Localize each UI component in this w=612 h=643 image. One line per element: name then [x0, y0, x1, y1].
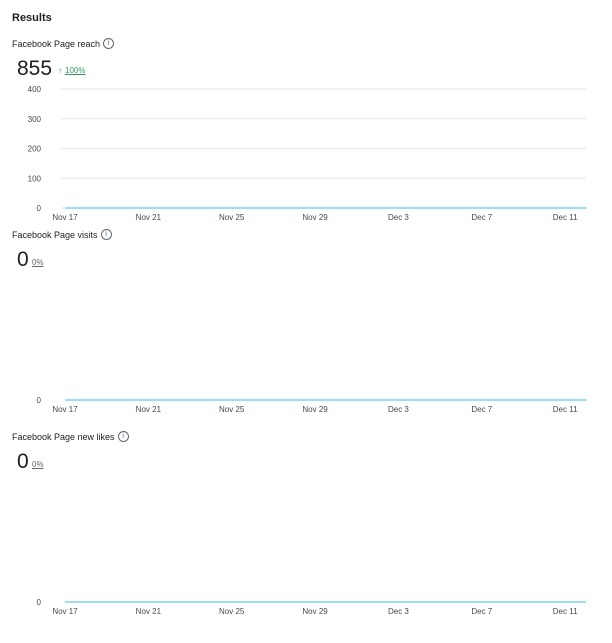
x-tick-label: Dec 3 — [388, 607, 409, 616]
x-tick-label: Nov 21 — [136, 607, 162, 616]
x-tick-label: Nov 21 — [136, 213, 162, 222]
x-tick-label: Dec 3 — [388, 405, 409, 414]
x-tick-label: Nov 25 — [219, 213, 245, 222]
x-tick-label: Dec 3 — [388, 213, 409, 222]
metric-title-label: Facebook Page new likes — [12, 431, 115, 442]
metric-value-reach: 855 — [17, 57, 53, 80]
metric-title-reach: Facebook Page reach i — [12, 38, 115, 49]
metric-change-label: 0% — [32, 258, 44, 267]
x-tick-label: Dec 7 — [471, 213, 492, 222]
metric-title-label: Facebook Page reach — [12, 38, 101, 49]
y-tick-label: 0 — [37, 396, 42, 405]
metric-value-likes: 0 — [17, 450, 29, 473]
x-tick-label: Nov 17 — [52, 607, 78, 616]
metric-change-visits[interactable]: 0% — [32, 258, 44, 267]
metric-change-label: 100% — [65, 66, 86, 75]
metric-title-visits: Facebook Page visits i — [12, 229, 112, 240]
x-tick-label: Nov 29 — [302, 405, 328, 414]
x-tick-label: Nov 29 — [302, 213, 328, 222]
likes-chart: 0 Nov 17 Nov 21 Nov 25 Nov 29 Dec 3 Dec 7 Dec 1… — [37, 598, 586, 616]
reach-chart: 0 100 200 300 400 Nov 17 Nov 21 Nov 25 Nov 29 Dec… — [28, 85, 586, 222]
y-tick-label: 0 — [37, 598, 42, 607]
visits-chart: 0 Nov 17 Nov 21 Nov 25 Nov 29 Dec 3 Dec 7 Dec 1… — [37, 396, 586, 414]
arrow-up-icon: ↑ — [58, 66, 62, 75]
y-tick-label: 100 — [28, 174, 42, 183]
x-tick-label: Dec 7 — [471, 607, 492, 616]
x-tick-label: Dec 7 — [471, 405, 492, 414]
x-tick-label: Nov 25 — [219, 607, 245, 616]
y-tick-label: 200 — [28, 145, 42, 154]
metric-change-label: 0% — [32, 460, 44, 469]
metric-title-likes: Facebook Page new likes i — [12, 431, 129, 442]
x-tick-label: Dec 11 — [553, 213, 578, 222]
results-heading: Results — [12, 12, 52, 24]
x-tick-label: Dec 11 — [553, 405, 578, 414]
metric-change-likes[interactable]: 0% — [32, 460, 44, 469]
metric-value-visits: 0 — [17, 248, 29, 271]
info-icon[interactable]: i — [103, 38, 115, 49]
x-tick-label: Dec 11 — [553, 607, 578, 616]
y-tick-label: 300 — [28, 115, 42, 124]
x-tick-label: Nov 21 — [136, 405, 162, 414]
y-tick-label: 400 — [28, 85, 42, 94]
metric-title-label: Facebook Page visits — [12, 229, 98, 240]
x-tick-label: Nov 29 — [302, 607, 328, 616]
x-tick-label: Nov 25 — [219, 405, 245, 414]
info-icon[interactable]: i — [100, 229, 112, 240]
info-icon[interactable]: i — [117, 431, 129, 442]
y-tick-label: 0 — [37, 204, 42, 213]
metric-change-reach[interactable]: ↑ 100% — [58, 66, 85, 75]
x-tick-label: Nov 17 — [52, 405, 78, 414]
x-tick-label: Nov 17 — [52, 213, 78, 222]
